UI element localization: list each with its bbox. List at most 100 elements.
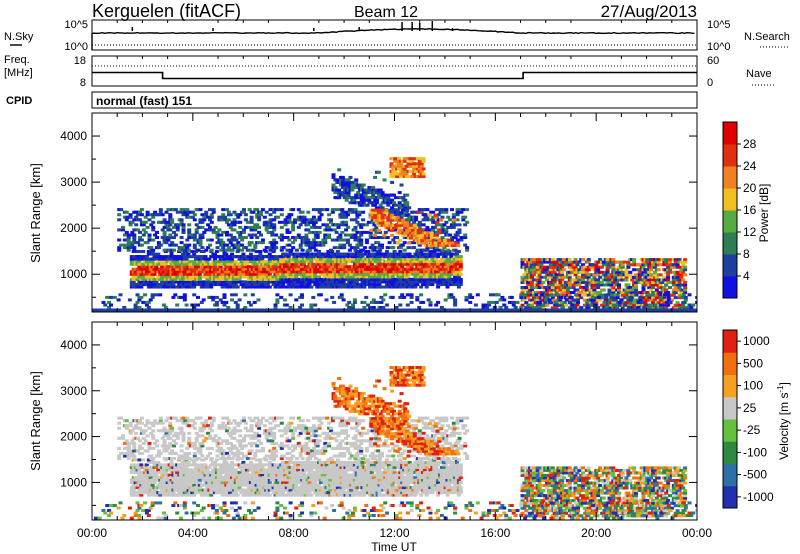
power-cell — [426, 270, 431, 274]
power-cell — [677, 286, 682, 290]
power-cell — [291, 225, 296, 229]
velocity-cell — [141, 476, 146, 480]
power-cell — [424, 277, 429, 281]
power-cell — [634, 293, 639, 297]
power-cell — [376, 170, 381, 174]
power-cell — [326, 252, 331, 256]
power-cell — [243, 255, 248, 259]
power-cell — [539, 275, 544, 279]
power-cell — [423, 213, 428, 217]
power-cell — [618, 268, 623, 272]
power-cell — [410, 157, 415, 161]
power-cell — [645, 306, 650, 310]
power-cell — [524, 301, 529, 305]
power-cell — [136, 213, 141, 217]
power-cell — [215, 230, 220, 234]
power-cell — [375, 206, 379, 210]
power-cell — [247, 243, 252, 247]
power-cell — [368, 283, 372, 287]
power-cell — [577, 260, 582, 264]
power-cell — [268, 225, 273, 229]
power-cell — [680, 295, 684, 299]
power-cell — [429, 231, 434, 235]
power-cell — [451, 215, 456, 219]
power-cell — [187, 248, 192, 252]
power-cell — [342, 183, 347, 187]
power-cell — [179, 255, 183, 259]
power-cell — [397, 223, 402, 227]
power-cell — [234, 243, 239, 247]
power-cell — [128, 223, 133, 227]
power-cell — [428, 260, 433, 264]
power-cell — [567, 265, 572, 269]
power-cell — [253, 228, 258, 232]
power-cell — [547, 298, 552, 302]
power-cell — [463, 215, 468, 219]
power-cell — [162, 303, 166, 307]
power-cell — [536, 303, 541, 307]
power-cell — [530, 280, 534, 284]
power-cell — [317, 275, 321, 279]
power-cell — [171, 267, 176, 271]
power-cell — [247, 225, 252, 229]
power-cell — [128, 241, 133, 245]
power-cell — [591, 298, 596, 302]
power-cell — [459, 238, 464, 242]
power-cell — [645, 260, 650, 264]
power-cell — [143, 293, 147, 297]
power-cell — [325, 223, 330, 227]
power-cell — [403, 223, 408, 227]
power-cell — [368, 233, 373, 237]
power-cell — [236, 230, 241, 234]
power-cell — [355, 246, 360, 250]
power-cell — [618, 275, 623, 279]
power-cell — [296, 225, 301, 229]
power-cell — [697, 309, 701, 312]
power-cell — [398, 303, 403, 307]
power-cell — [366, 303, 371, 307]
power-cell — [681, 278, 686, 282]
power-cell — [358, 265, 363, 269]
power-cell — [346, 241, 350, 245]
power-cell — [431, 215, 436, 219]
power-cell — [306, 223, 311, 227]
power-cell — [549, 293, 554, 297]
power-cell — [611, 263, 616, 267]
power-cell — [354, 193, 359, 197]
power-cell — [215, 236, 220, 240]
power-cell — [539, 283, 544, 287]
power-cell — [103, 303, 108, 307]
power-cell — [620, 291, 625, 295]
power-cell — [432, 252, 437, 256]
power-cell — [276, 208, 280, 212]
power-cell — [192, 306, 197, 310]
power-cell — [300, 265, 304, 269]
power-cell — [613, 298, 618, 302]
power-cell — [555, 293, 560, 297]
power-cell — [222, 280, 227, 284]
power-cell — [381, 298, 386, 302]
power-cell — [562, 268, 567, 272]
power-cell — [271, 267, 276, 271]
power-cell — [652, 270, 657, 274]
power-cell — [218, 298, 223, 302]
power-cell — [446, 241, 451, 245]
power-cell — [296, 255, 301, 259]
power-cell — [369, 262, 374, 266]
power-cell — [150, 260, 155, 264]
power-cell — [367, 198, 372, 202]
power-cell — [458, 257, 463, 261]
power-cell — [325, 208, 330, 212]
power-cell — [456, 285, 461, 289]
power-cell — [594, 270, 599, 274]
power-cell — [344, 220, 349, 224]
power-cell — [356, 191, 361, 195]
power-y-tick-label: 1000 — [60, 267, 87, 281]
power-cell — [683, 295, 688, 299]
velocity-cell — [139, 493, 144, 497]
power-cell — [468, 300, 473, 304]
power-cell — [567, 286, 572, 290]
power-cell — [371, 186, 376, 190]
power-cell — [185, 208, 190, 212]
power-cell — [662, 263, 667, 267]
